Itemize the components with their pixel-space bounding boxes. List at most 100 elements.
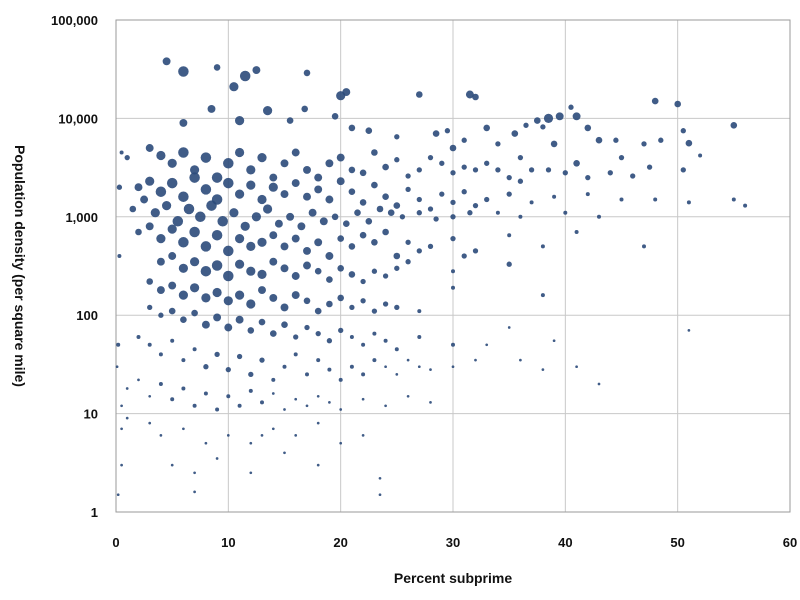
- data-point: [286, 117, 294, 124]
- data-point: [417, 365, 421, 369]
- data-point: [429, 368, 432, 371]
- data-point: [148, 394, 152, 398]
- data-point: [167, 224, 177, 234]
- data-point: [178, 237, 189, 248]
- data-point: [190, 283, 200, 293]
- data-point: [382, 163, 389, 171]
- data-point: [291, 272, 300, 280]
- data-point: [120, 463, 123, 467]
- data-point: [305, 372, 309, 377]
- data-point: [257, 194, 267, 205]
- data-point: [150, 208, 160, 218]
- data-point: [181, 358, 186, 363]
- data-point: [135, 228, 142, 236]
- data-point: [293, 334, 299, 340]
- data-point: [394, 347, 399, 352]
- data-point: [348, 166, 356, 174]
- data-point: [224, 323, 233, 332]
- data-point: [405, 259, 411, 265]
- data-point: [427, 154, 434, 161]
- data-point: [348, 243, 356, 250]
- data-point: [416, 210, 422, 216]
- x-tick-label: 40: [558, 535, 572, 550]
- data-point: [249, 441, 253, 445]
- y-tick-label: 100: [76, 308, 98, 323]
- data-point: [461, 189, 467, 195]
- data-point: [743, 203, 748, 208]
- data-point: [574, 230, 579, 234]
- data-point: [280, 303, 289, 312]
- data-point: [293, 352, 298, 357]
- data-point: [495, 141, 501, 147]
- data-point: [405, 173, 411, 179]
- data-point: [316, 463, 320, 467]
- data-point: [382, 273, 389, 279]
- data-point: [235, 290, 245, 300]
- data-point: [484, 196, 490, 203]
- data-point: [405, 186, 411, 193]
- data-point: [730, 122, 738, 129]
- data-point: [269, 173, 278, 182]
- data-point: [263, 204, 273, 214]
- data-point: [349, 335, 354, 339]
- data-point: [585, 174, 591, 181]
- data-point: [201, 320, 210, 329]
- x-tick-label: 0: [112, 535, 119, 550]
- data-point: [258, 318, 266, 326]
- data-point: [204, 441, 208, 445]
- x-tick-label: 60: [783, 535, 797, 550]
- data-point: [326, 276, 333, 283]
- data-point: [190, 165, 200, 175]
- data-point: [325, 252, 334, 260]
- data-point: [303, 297, 311, 305]
- data-point: [257, 153, 267, 163]
- data-point: [376, 205, 384, 213]
- y-axis-title: Population density (per square mile): [12, 145, 28, 387]
- data-point: [201, 293, 211, 303]
- data-point: [316, 358, 321, 363]
- data-point: [280, 242, 289, 251]
- data-point: [540, 293, 545, 298]
- data-point: [523, 122, 529, 128]
- data-point: [394, 134, 400, 140]
- data-point: [211, 172, 223, 183]
- data-point: [120, 427, 123, 431]
- data-point: [472, 202, 479, 209]
- data-point: [269, 257, 278, 266]
- data-point: [584, 124, 592, 132]
- data-point: [541, 368, 545, 371]
- data-point: [382, 193, 389, 200]
- data-point: [211, 260, 223, 271]
- data-point: [283, 408, 286, 411]
- data-point: [517, 178, 524, 184]
- data-point: [283, 451, 286, 455]
- data-point: [575, 365, 578, 369]
- data-point: [519, 358, 522, 362]
- data-point: [215, 457, 219, 460]
- data-point: [552, 339, 556, 343]
- data-point: [450, 214, 456, 220]
- data-point: [540, 244, 545, 249]
- data-point: [280, 159, 289, 168]
- data-point: [195, 211, 206, 223]
- data-point: [506, 191, 512, 197]
- data-point: [183, 203, 195, 215]
- data-points: [115, 57, 748, 497]
- data-point: [685, 139, 693, 147]
- data-point: [155, 186, 167, 197]
- data-point: [268, 182, 278, 192]
- data-point: [178, 66, 189, 77]
- data-point: [223, 245, 234, 257]
- data-point: [325, 195, 334, 204]
- data-point: [252, 66, 261, 75]
- y-tick-label: 1,000: [65, 210, 98, 225]
- x-tick-label: 10: [221, 535, 235, 550]
- data-point: [680, 128, 686, 134]
- data-point: [246, 241, 256, 251]
- data-point: [170, 397, 175, 402]
- data-point: [467, 210, 473, 216]
- data-point: [680, 167, 686, 173]
- data-point: [337, 294, 345, 302]
- data-point: [365, 127, 373, 134]
- data-point: [249, 471, 253, 475]
